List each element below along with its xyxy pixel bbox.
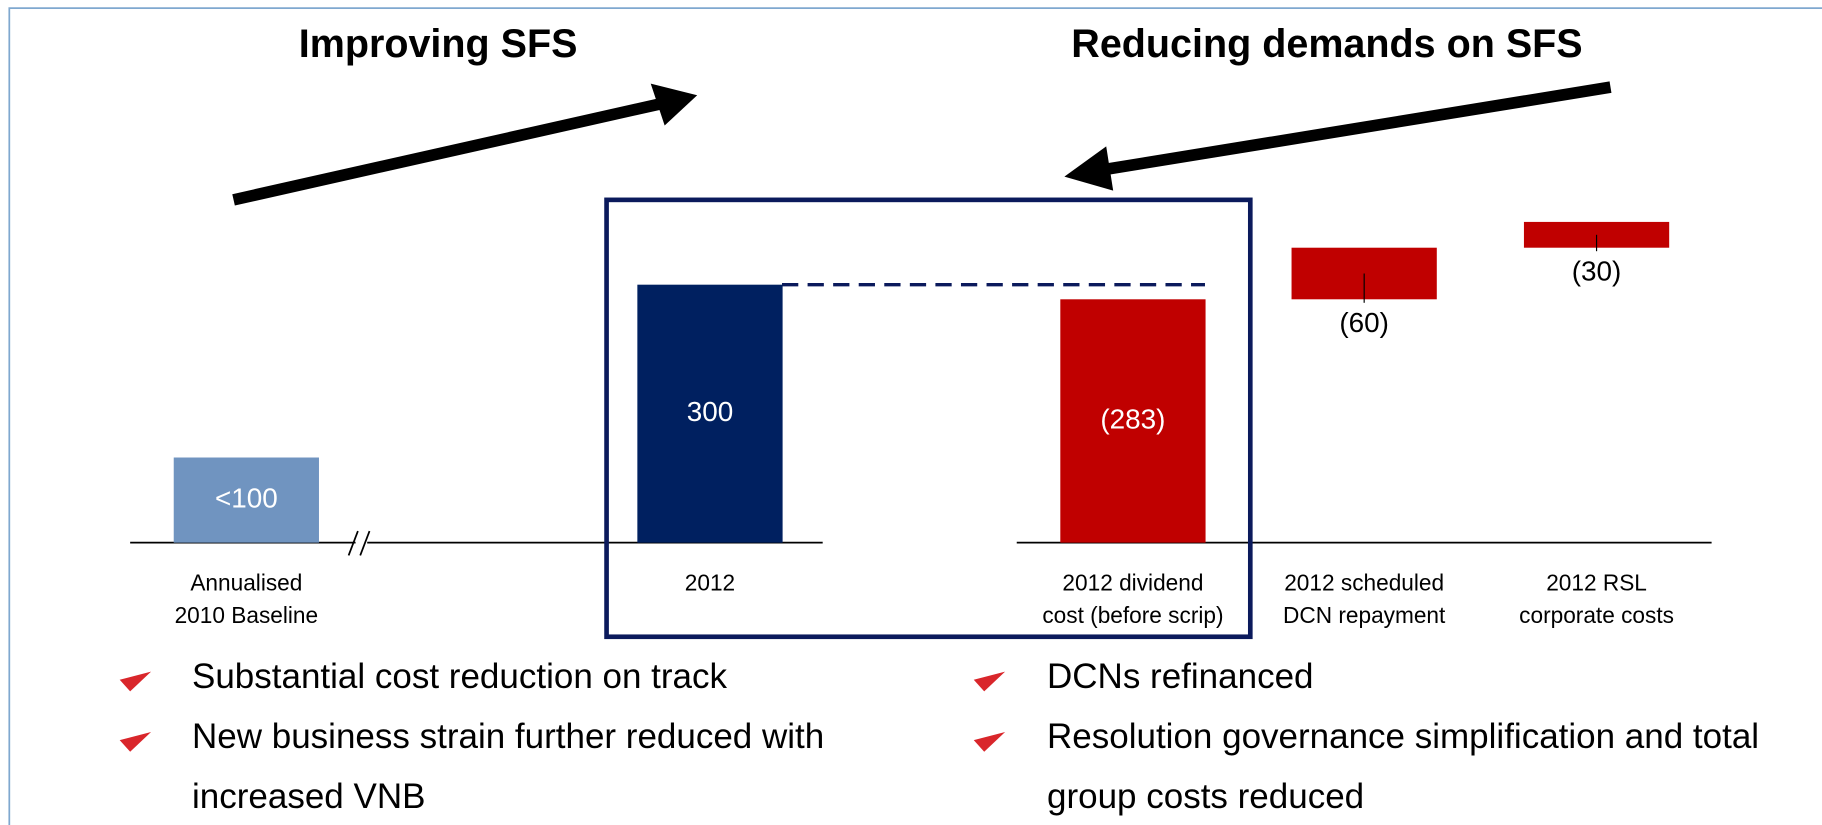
category-line: cost (before scrip) <box>1042 602 1223 628</box>
bullet-text: Substantial cost reduction on track <box>192 657 728 696</box>
bullet-marker <box>973 671 1006 692</box>
bar <box>637 284 783 543</box>
arrow-head <box>1064 146 1114 191</box>
bullet-text: Resolution governance simplification and… <box>1047 717 1760 816</box>
bar <box>1060 299 1206 543</box>
bullet-text: New business strain further reduced with… <box>192 717 825 816</box>
category-label: 2012 <box>685 569 735 595</box>
category-label: 2012 RSL corporate costs <box>1519 569 1674 628</box>
highlight-box <box>604 197 1253 640</box>
heading: Improving SFS <box>299 22 578 66</box>
category-line: 2012 dividend <box>1062 569 1203 595</box>
category-line: 2012 <box>685 569 735 595</box>
value-label: (283) <box>1100 403 1165 434</box>
category-line: 2010 Baseline <box>175 602 319 628</box>
category-line: 2012 RSL <box>1546 569 1647 595</box>
heading: Reducing demands on SFS <box>1071 22 1582 66</box>
bullet-marker <box>973 732 1006 752</box>
arrow-shaft <box>232 97 664 206</box>
bar <box>173 457 319 543</box>
bullet-marker <box>119 671 152 692</box>
arrow-shaft <box>1102 81 1612 176</box>
arrow-head <box>650 83 698 126</box>
value-label: <100 <box>215 482 278 513</box>
category-label: 2012 scheduled DCN repayment <box>1283 569 1446 628</box>
value-label: 300 <box>687 396 734 427</box>
category-line: Annualised <box>190 569 302 595</box>
value-label: (60) <box>1339 307 1389 338</box>
category-line: corporate costs <box>1519 602 1674 628</box>
value-label: (30) <box>1572 256 1622 287</box>
bullet-text: DCNs refinanced <box>1047 657 1314 696</box>
slide-frame <box>8 7 1822 825</box>
category-line: DCN repayment <box>1283 602 1446 628</box>
axis-break <box>359 530 371 556</box>
axis-break <box>347 530 359 556</box>
bullet-marker <box>119 732 152 752</box>
category-label: Annualised 2010 Baseline <box>175 569 319 628</box>
category-label: 2012 dividend cost (before scrip) <box>1042 569 1223 628</box>
category-line: 2012 scheduled <box>1284 569 1444 595</box>
